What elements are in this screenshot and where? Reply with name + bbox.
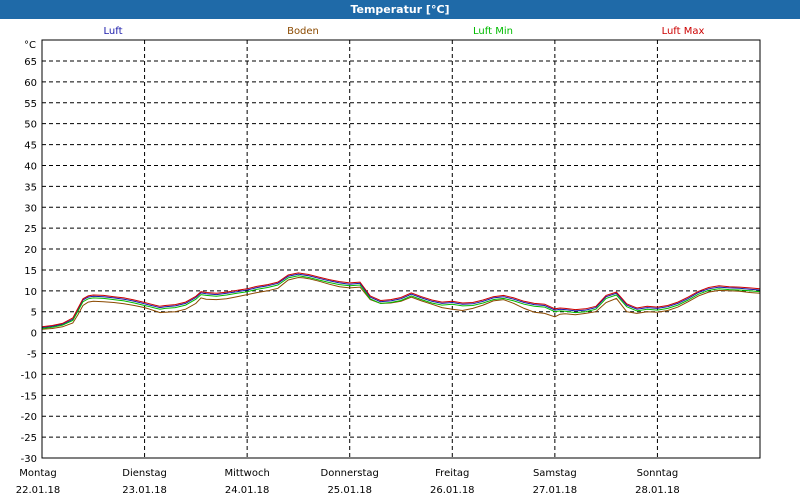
y-tick-label: 0: [31, 329, 37, 340]
legend-item: Luft: [104, 26, 123, 37]
y-tick-label: 40: [24, 161, 37, 172]
legend: Luft Boden Luft Min Luft Max: [104, 26, 705, 37]
x-axis: Montag 22.01.18 Dienstag 23.01.18 Mittwoch 24…: [16, 468, 680, 496]
chart-title: Temperatur [°C]: [0, 0, 800, 19]
y-tick-label: 55: [24, 99, 37, 110]
y-tick-label: 30: [24, 203, 37, 214]
y-tick-label: 35: [24, 182, 37, 193]
series-line-luft-min: [41, 275, 761, 329]
x-tick-date: 28.01.18: [635, 485, 680, 496]
x-tick-date: 23.01.18: [122, 485, 167, 496]
x-tick-date: 27.01.18: [533, 485, 578, 496]
x-tick-day: Mittwoch: [224, 468, 269, 479]
y-tick-label: 45: [24, 141, 37, 152]
y-axis: 65605550454035302520151050-5-10-15-20-25…: [21, 57, 37, 465]
y-tick-label: 50: [24, 120, 37, 131]
legend-item: Boden: [287, 26, 319, 37]
legend-item: Luft Min: [473, 26, 513, 37]
x-tick-day: Sonntag: [637, 468, 679, 479]
x-tick-date: 26.01.18: [430, 485, 475, 496]
x-tick-day: Montag: [19, 468, 56, 479]
x-tick-day: Samstag: [533, 468, 577, 479]
plot-frame: [41, 39, 761, 459]
y-tick-label: 10: [24, 287, 37, 298]
x-tick-day: Donnerstag: [321, 468, 379, 479]
grid-lines: [42, 40, 760, 458]
series-lines: [41, 272, 761, 330]
y-tick-label: -10: [21, 370, 37, 381]
x-tick-day: Dienstag: [122, 468, 167, 479]
y-tick-label: 20: [24, 245, 37, 256]
y-tick-label: -5: [27, 350, 37, 361]
y-tick-label: -15: [21, 391, 37, 402]
series-line-luft-max: [41, 272, 761, 328]
y-tick-label: 60: [24, 78, 37, 89]
x-tick-date: 25.01.18: [327, 485, 372, 496]
legend-item: Luft Max: [662, 26, 705, 37]
y-tick-label: 25: [24, 224, 37, 235]
y-tick-label: 65: [24, 57, 37, 68]
y-tick-label: -20: [21, 412, 37, 423]
x-tick-date: 22.01.18: [16, 485, 61, 496]
series-line-luft: [41, 273, 761, 329]
y-tick-label: -30: [21, 454, 37, 465]
y-tick-label: 5: [31, 308, 37, 319]
y-tick-label: 15: [24, 266, 37, 277]
x-tick-day: Freitag: [435, 468, 469, 479]
y-tick-label: -25: [21, 433, 37, 444]
x-tick-date: 24.01.18: [225, 485, 270, 496]
y-axis-label: °C: [24, 40, 36, 51]
